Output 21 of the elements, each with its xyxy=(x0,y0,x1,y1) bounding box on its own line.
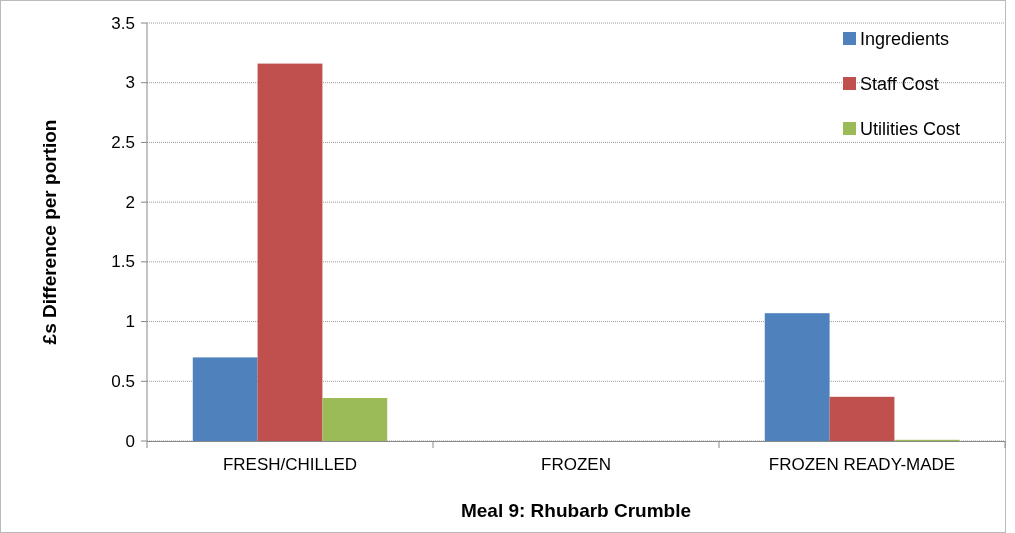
bar xyxy=(257,63,323,441)
bar xyxy=(829,396,895,441)
bar xyxy=(192,357,258,441)
y-tick-label: 3.5 xyxy=(111,13,135,33)
bar xyxy=(764,313,830,441)
y-axis-title: £s Difference per portion xyxy=(39,119,60,345)
y-tick-label: 2.5 xyxy=(111,132,135,152)
y-tick-label: 0 xyxy=(125,431,135,451)
legend-label: Staff Cost xyxy=(860,74,939,94)
x-axis-title: Meal 9: Rhubarb Crumble xyxy=(460,500,692,521)
y-tick-label: 1 xyxy=(125,312,135,332)
legend-label: Ingredients xyxy=(860,29,950,49)
bar xyxy=(322,398,388,441)
y-tick-label: 2 xyxy=(125,192,135,212)
y-tick-label: 0.5 xyxy=(111,371,135,391)
y-tick-label: 3 xyxy=(125,73,135,93)
x-tick-label: FROZEN READY-MADE xyxy=(768,455,956,474)
legend-label: Utilities Cost xyxy=(860,119,961,139)
x-tick-label: FROZEN xyxy=(541,455,611,474)
x-tick-label: FRESH/CHILLED xyxy=(222,455,358,474)
y-tick-label: 1.5 xyxy=(111,252,135,272)
